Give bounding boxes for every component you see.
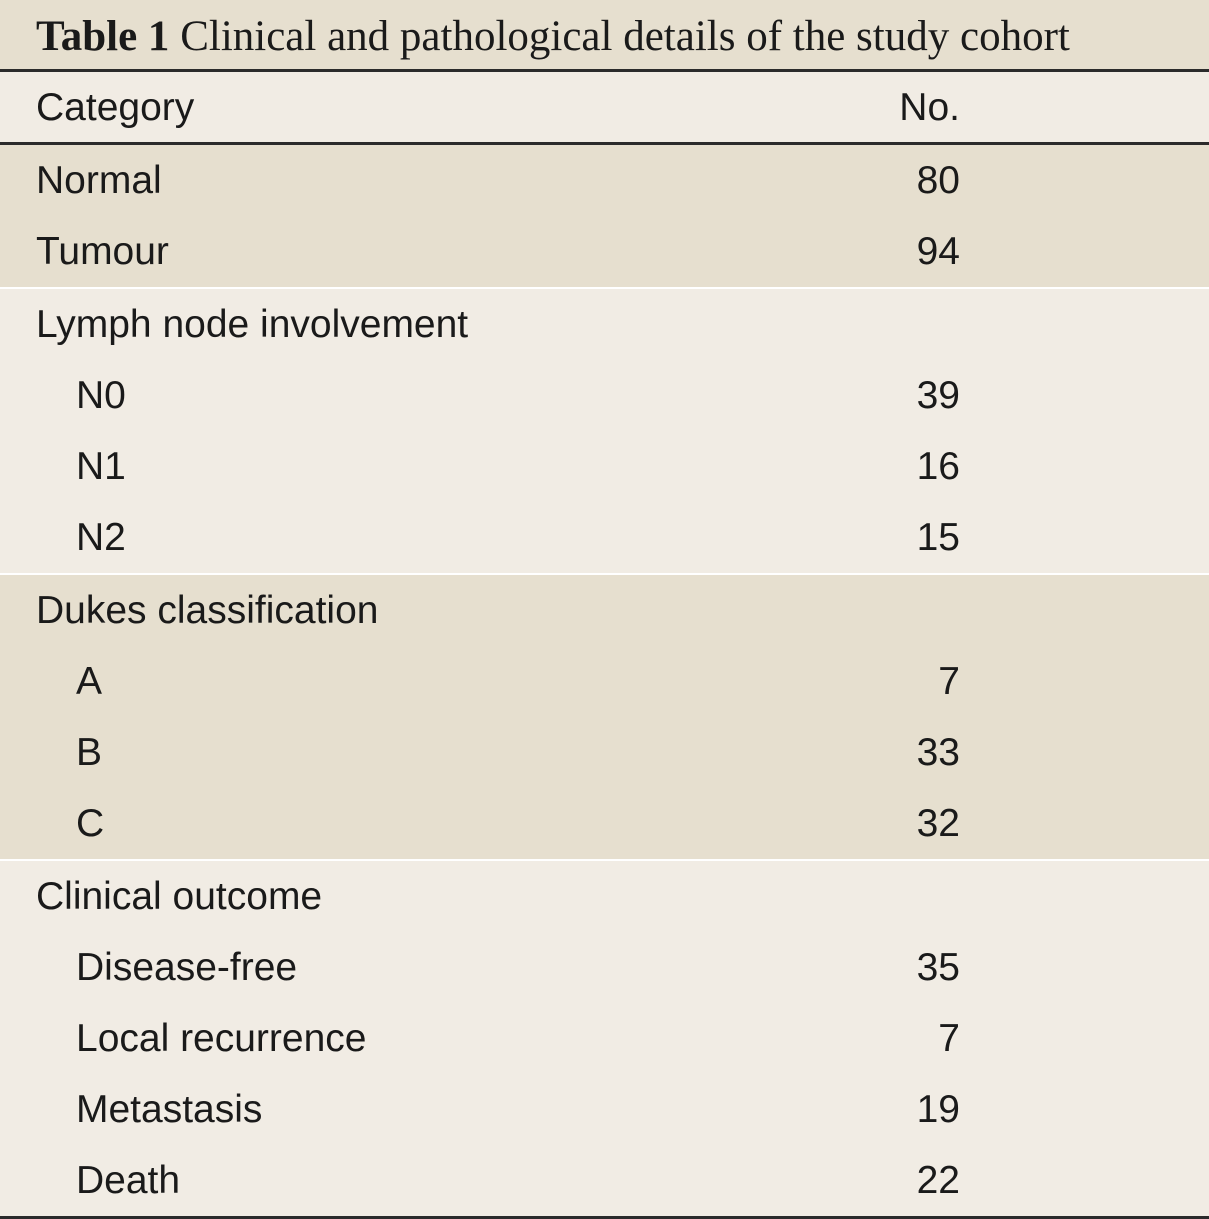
table-row: B 33 — [0, 717, 1209, 788]
row-value: 15 — [916, 516, 960, 559]
table-number: Table 1 — [36, 13, 170, 60]
table-row: C 32 — [0, 788, 1209, 859]
row-value: 22 — [916, 1159, 960, 1202]
row-label: B — [76, 731, 103, 774]
row-label: N1 — [76, 445, 126, 488]
group-title: Dukes classification — [36, 589, 379, 632]
table-row: Disease-free 35 — [0, 932, 1209, 1003]
row-label: C — [76, 802, 105, 845]
row-value: 7 — [938, 660, 960, 703]
table-row: Normal 80 — [0, 145, 1209, 216]
row-value: 80 — [916, 159, 960, 202]
row-value: 35 — [916, 946, 960, 989]
row-label: Normal — [36, 159, 162, 202]
row-label: N2 — [76, 516, 126, 559]
table-row: A 7 — [0, 646, 1209, 717]
row-value: 33 — [916, 731, 960, 774]
group-title-row: Dukes classification — [0, 575, 1209, 646]
table-row: Local recurrence 7 — [0, 1003, 1209, 1074]
row-value: 32 — [916, 802, 960, 845]
row-label: A — [76, 660, 103, 703]
row-value: 16 — [916, 445, 960, 488]
table-row: N0 39 — [0, 360, 1209, 431]
table-caption: Table 1 Clinical and pathological detail… — [0, 0, 1209, 72]
table-row: Tumour 94 — [0, 216, 1209, 287]
group-sample-type: Normal 80 Tumour 94 — [0, 145, 1209, 289]
table-title: Clinical and pathological details of the… — [180, 13, 1070, 60]
table-row: Death 22 — [0, 1145, 1209, 1216]
row-label: N0 — [76, 374, 126, 417]
group-lymph-node: Lymph node involvement N0 39 N1 16 N2 15 — [0, 289, 1209, 575]
table-row: N2 15 — [0, 502, 1209, 573]
header-category: Category — [36, 86, 195, 129]
group-title-row: Lymph node involvement — [0, 289, 1209, 360]
group-title: Lymph node involvement — [36, 303, 469, 346]
header-count: No. — [899, 86, 960, 129]
row-value: 94 — [916, 230, 960, 273]
group-title: Clinical outcome — [36, 875, 323, 918]
row-value: 19 — [916, 1088, 960, 1131]
group-dukes: Dukes classification A 7 B 33 C 32 — [0, 575, 1209, 861]
row-label: Death — [76, 1159, 181, 1202]
row-label: Tumour — [36, 230, 169, 273]
row-label: Local recurrence — [76, 1017, 367, 1060]
group-title-row: Clinical outcome — [0, 861, 1209, 932]
row-label: Metastasis — [76, 1088, 263, 1131]
row-value: 7 — [938, 1017, 960, 1060]
table-row: Metastasis 19 — [0, 1074, 1209, 1145]
table-row: N1 16 — [0, 431, 1209, 502]
row-value: 39 — [916, 374, 960, 417]
group-clinical-outcome: Clinical outcome Disease-free 35 Local r… — [0, 861, 1209, 1219]
row-label: Disease-free — [76, 946, 298, 989]
table-header: Category No. — [0, 72, 1209, 145]
